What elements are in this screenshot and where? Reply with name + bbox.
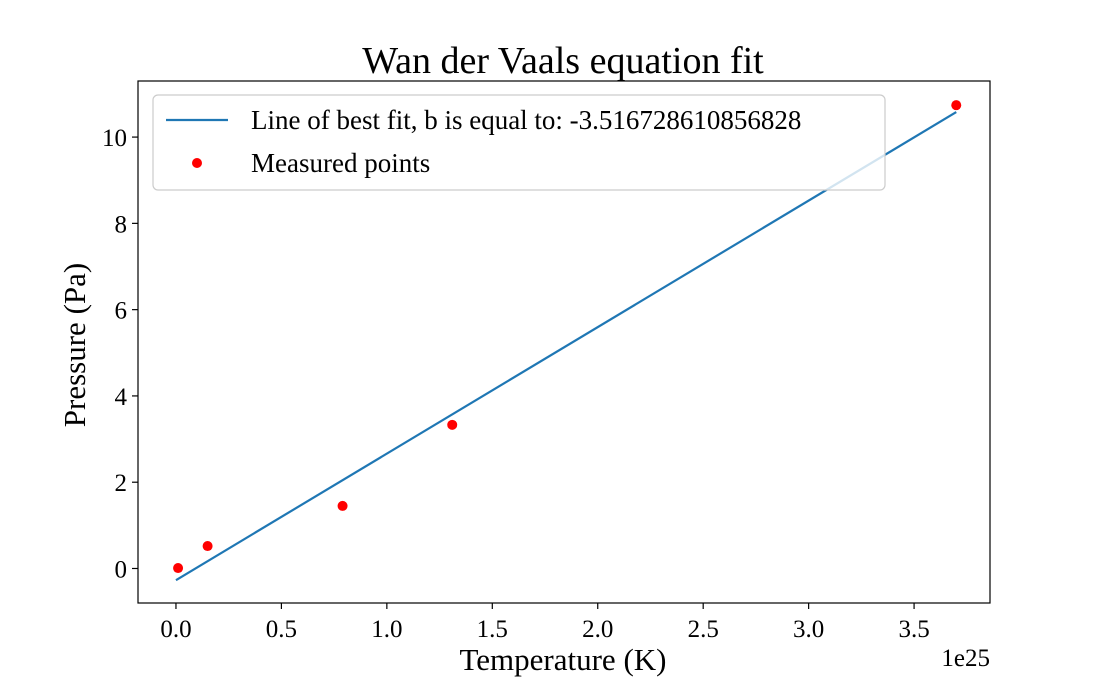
plot-area xyxy=(137,80,991,604)
data-point xyxy=(202,541,213,552)
data-point xyxy=(173,563,184,574)
x-axis: 0.0 0.5 1.0 1.5 2.0 2.5 3.0 3.5 xyxy=(160,603,930,643)
data-point xyxy=(447,419,458,430)
y-tick-label: 6 xyxy=(115,298,128,325)
x-tick-label: 3.5 xyxy=(898,616,929,643)
chart-title: Wan der Vaals equation fit xyxy=(362,40,764,82)
y-tick-label: 4 xyxy=(115,384,128,411)
legend-frame xyxy=(152,94,886,191)
legend-label-points: Measured points xyxy=(251,148,430,178)
y-tick-label: 0 xyxy=(115,556,128,583)
x-tick-label: 1.5 xyxy=(477,616,508,643)
x-tick-label: 0.0 xyxy=(160,616,191,643)
x-offset-label: 1e25 xyxy=(941,645,990,672)
x-tick-label: 2.5 xyxy=(688,616,719,643)
legend-point-swatch xyxy=(192,158,202,168)
x-tick-label: 1.0 xyxy=(371,616,402,643)
x-tick-label: 2.0 xyxy=(582,616,613,643)
x-tick-label: 0.5 xyxy=(266,616,297,643)
y-axis-label: Pressure (Pa) xyxy=(57,263,92,427)
y-tick-label: 10 xyxy=(102,125,127,152)
x-axis-label: Temperature (K) xyxy=(460,642,667,677)
y-tick-label: 2 xyxy=(115,470,128,497)
data-point xyxy=(951,100,962,111)
legend: Line of best fit, b is equal to: -3.5167… xyxy=(152,94,886,191)
x-tick-label: 3.0 xyxy=(793,616,824,643)
y-tick-label: 8 xyxy=(115,211,128,238)
data-point xyxy=(337,500,348,511)
y-axis: 0 2 4 6 8 10 xyxy=(102,125,138,583)
legend-label-fit: Line of best fit, b is equal to: -3.5167… xyxy=(251,105,801,135)
